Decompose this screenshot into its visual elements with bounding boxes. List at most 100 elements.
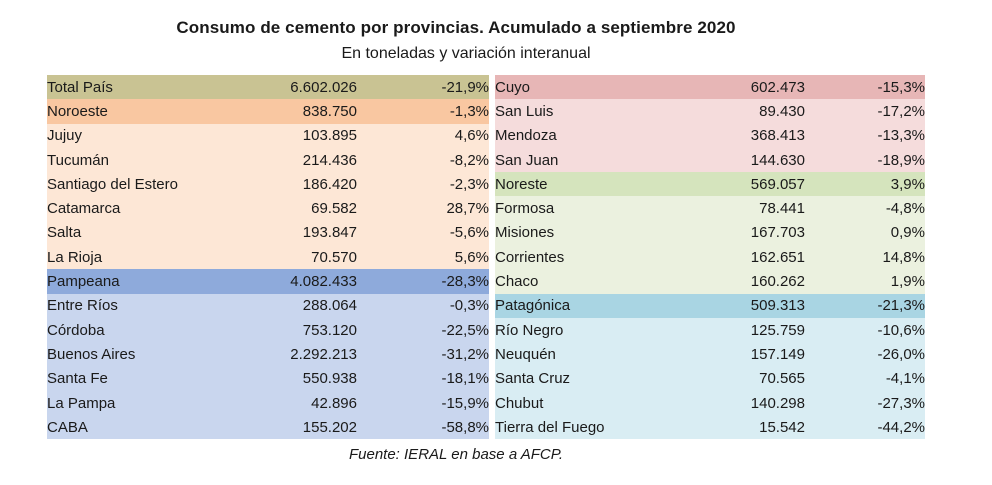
column-gap	[489, 366, 495, 391]
variation-cell: -15,9%	[357, 390, 489, 416]
province-name-cell: Neuquén	[495, 342, 685, 367]
table-body: Total País 6.602.026 -21,9% Cuyo 602.473 -15,…	[47, 75, 925, 440]
tonnes-cell: 569.057	[685, 172, 805, 197]
column-gap	[489, 390, 495, 416]
variation-cell: -44,2%	[805, 415, 925, 440]
variation-cell: -17,2%	[805, 99, 925, 124]
province-name-cell: La Rioja	[47, 245, 247, 270]
column-gap	[489, 75, 495, 100]
variation-cell: -4,8%	[805, 196, 925, 221]
variation-cell: -58,8%	[357, 415, 489, 440]
column-gap	[489, 99, 495, 124]
province-name-cell: Santiago del Estero	[47, 172, 247, 197]
province-name-cell: Cuyo	[495, 75, 685, 100]
variation-cell: -21,9%	[357, 75, 489, 100]
province-name-cell: Patagónica	[495, 293, 685, 318]
province-name-cell: Chubut	[495, 390, 685, 416]
tonnes-cell: 368.413	[685, 123, 805, 148]
column-gap	[489, 196, 495, 221]
table-row: La Pampa 42.896 -15,9% Chubut 140.298 -27,3%	[47, 390, 925, 416]
province-name-cell: Santa Fe	[47, 366, 247, 391]
tonnes-cell: 157.149	[685, 342, 805, 367]
variation-cell: -22,5%	[357, 317, 489, 343]
tonnes-cell: 155.202	[247, 415, 357, 440]
province-name-cell: Tucumán	[47, 147, 247, 173]
table-row: Noroeste 838.750 -1,3% San Luis 89.430 -17,2%	[47, 99, 925, 124]
column-gap	[489, 147, 495, 173]
province-name-cell: Jujuy	[47, 123, 247, 148]
table-row: CABA 155.202 -58,8% Tierra del Fuego 15.542-…	[47, 415, 925, 440]
province-name-cell: Santa Cruz	[495, 366, 685, 391]
table-row: Córdoba 753.120 -22,5% Río Negro 125.759 -10,…	[47, 317, 925, 343]
column-gap	[489, 415, 495, 440]
tonnes-cell: 4.082.433	[247, 269, 357, 294]
province-name-cell: La Pampa	[47, 390, 247, 416]
variation-cell: -10,6%	[805, 317, 925, 343]
tonnes-cell: 70.570	[247, 245, 357, 270]
province-name-cell: Total País	[47, 75, 247, 100]
province-name-cell: Tierra del Fuego	[495, 415, 685, 440]
column-gap	[489, 293, 495, 318]
variation-cell: 3,9%	[805, 172, 925, 197]
source-note-text: Fuente: IERAL en base a AFCP.	[348, 446, 564, 463]
column-gap	[489, 317, 495, 343]
province-name-cell: CABA	[47, 415, 247, 440]
province-name-cell: Corrientes	[495, 245, 685, 270]
province-name-cell: Catamarca	[47, 196, 247, 221]
province-name-cell: Salta	[47, 220, 247, 246]
variation-cell: 28,7%	[357, 196, 489, 221]
table-row: Santa Fe 550.938 -18,1% Santa Cruz 70.565 -4,…	[47, 366, 925, 391]
column-gap	[489, 342, 495, 367]
variation-cell: -18,9%	[805, 147, 925, 173]
column-gap	[489, 269, 495, 294]
table-row: Buenos Aires 2.292.213 -31,2% Neuquén 157.14…	[47, 342, 925, 367]
tonnes-cell: 70.565	[685, 366, 805, 391]
province-name-cell: Noreste	[495, 172, 685, 197]
variation-cell: 5,6%	[357, 245, 489, 270]
tonnes-cell: 78.441	[685, 196, 805, 221]
table-row: Entre Ríos 288.064 -0,3% Patagónica 509.313-…	[47, 293, 925, 318]
tonnes-cell: 125.759	[685, 317, 805, 343]
tonnes-cell: 193.847	[247, 220, 357, 246]
province-name-cell: Córdoba	[47, 317, 247, 343]
province-name-cell: Buenos Aires	[47, 342, 247, 367]
province-name-cell: Noroeste	[47, 99, 247, 124]
source-note: Fuente: IERAL en base a AFCP.	[0, 446, 992, 463]
table-row: La Rioja 70.570 5,6% Corrientes 162.651 14,8%	[47, 245, 925, 270]
tonnes-cell: 550.938	[247, 366, 357, 391]
tonnes-cell: 144.630	[685, 147, 805, 173]
tonnes-cell: 15.542	[685, 415, 805, 440]
tonnes-cell: 2.292.213	[247, 342, 357, 367]
variation-cell: -2,3%	[357, 172, 489, 197]
tonnes-cell: 838.750	[247, 99, 357, 124]
table-title: Consumo de cemento por provincias. Acumu…	[0, 18, 992, 38]
variation-cell: -5,6%	[357, 220, 489, 246]
table-subtitle: En toneladas y variación interanual	[0, 45, 992, 63]
variation-cell: -8,2%	[357, 147, 489, 173]
tonnes-cell: 42.896	[247, 390, 357, 416]
province-name-cell: Chaco	[495, 269, 685, 294]
column-gap	[489, 172, 495, 197]
tonnes-cell: 214.436	[247, 147, 357, 173]
variation-cell: -21,3%	[805, 293, 925, 318]
variation-cell: -18,1%	[357, 366, 489, 391]
column-gap	[489, 245, 495, 270]
table-row: Salta 193.847 -5,6% Misiones 167.703 0,9%	[47, 220, 925, 246]
province-name-cell: San Juan	[495, 147, 685, 173]
table-row: Pampeana 4.082.433 -28,3% Chaco 160.262 1,9%	[47, 269, 925, 294]
table-subtitle-text: En toneladas y variación interanual	[341, 45, 591, 62]
tonnes-cell: 167.703	[685, 220, 805, 246]
variation-cell: 0,9%	[805, 220, 925, 246]
variation-cell: -0,3%	[357, 293, 489, 318]
tonnes-cell: 69.582	[247, 196, 357, 221]
tonnes-cell: 160.262	[685, 269, 805, 294]
tonnes-cell: 6.602.026	[247, 75, 357, 100]
tonnes-cell: 89.430	[685, 99, 805, 124]
cement-table: Total País 6.602.026 -21,9% Cuyo 602.473 -15,…	[47, 75, 925, 440]
province-name-cell: Entre Ríos	[47, 293, 247, 318]
variation-cell: -28,3%	[357, 269, 489, 294]
cement-consumption-table: Total País 6.602.026 -21,9% Cuyo 602.473 -15,…	[47, 75, 925, 440]
variation-cell: 4,6%	[357, 123, 489, 148]
tonnes-cell: 602.473	[685, 75, 805, 100]
variation-cell: -31,2%	[357, 342, 489, 367]
